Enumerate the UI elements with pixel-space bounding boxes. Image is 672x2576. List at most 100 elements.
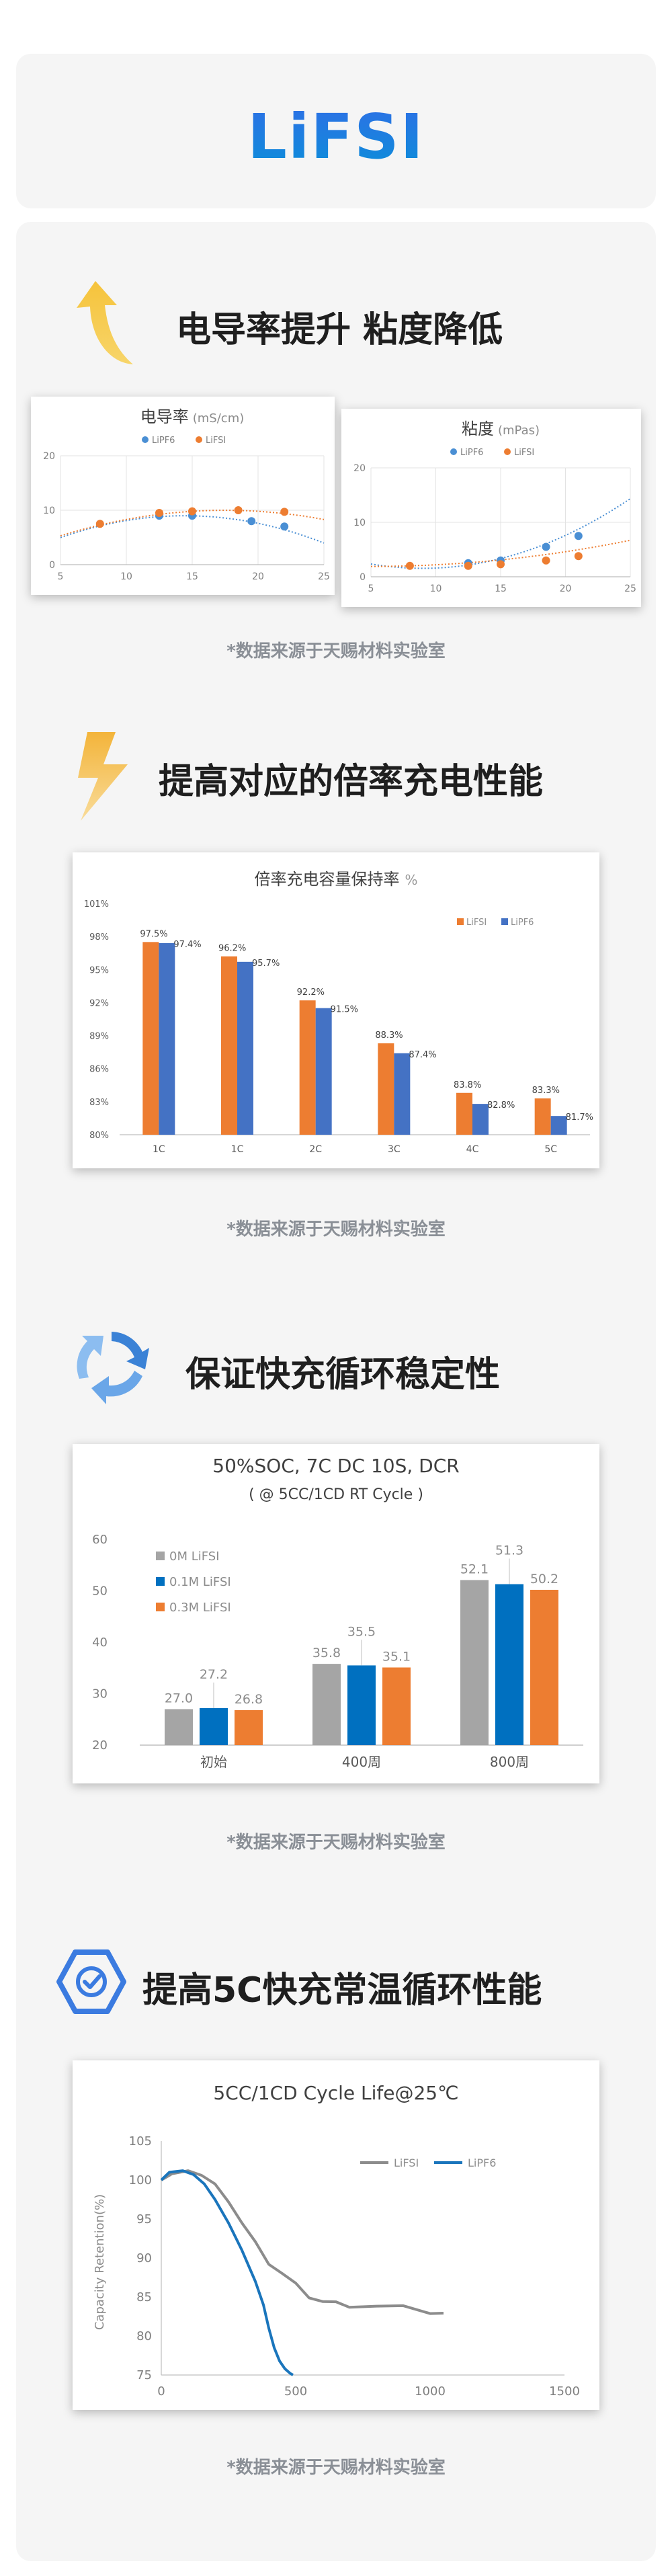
- x-tick-label: 1C: [153, 1144, 165, 1155]
- x-tick-label: 500: [284, 2384, 307, 2399]
- trend-line-lifsi: [60, 510, 325, 537]
- legend-marker-lifsi: [504, 448, 511, 455]
- x-tick-label: 5: [368, 583, 374, 594]
- bar: [200, 1707, 228, 1745]
- data-label: 97.5%: [140, 929, 167, 939]
- data-label: 35.1: [382, 1649, 411, 1664]
- y-tick-label: 105: [129, 2134, 152, 2148]
- y-tick-label: 95%: [89, 965, 109, 975]
- y-tick-label: 20: [353, 463, 366, 474]
- data-label: 83.8%: [454, 1080, 481, 1090]
- section-title-conductivity: 电导率提升 粘度降低: [176, 310, 503, 350]
- chart-subtitle: ( @ 5CC/1CD RT Cycle ): [249, 1486, 423, 1503]
- x-tick-label: 15: [495, 583, 507, 594]
- y-tick-label: 50: [92, 1584, 108, 1599]
- section-title-cycle-stability: 保证快充循环稳定性: [185, 1355, 501, 1395]
- bar: [530, 1589, 558, 1745]
- chart-title: 电导率 (mS/cm): [140, 407, 245, 426]
- legend-label-lipf6: LiPF6: [152, 436, 175, 446]
- data-label: 27.2: [200, 1667, 228, 1682]
- recycle-arrows-icon: [77, 1332, 149, 1404]
- data-point-lifsi: [464, 561, 472, 570]
- bar-lifsi: [142, 942, 159, 1135]
- cycle-life-chart-frame: 5CC/1CD Cycle Life@25℃ 75 80 85 90 95 100 105 0 5…: [73, 2060, 599, 2410]
- x-tick-label: 5C: [544, 1144, 557, 1155]
- x-tick-label: 800周: [490, 1754, 529, 1770]
- bar-lipf6: [237, 961, 253, 1135]
- y-tick-label: 10: [353, 518, 366, 528]
- data-label: 50.2: [530, 1572, 558, 1586]
- data-point-lifsi: [497, 560, 505, 569]
- x-tick-label: 初始: [200, 1754, 227, 1770]
- source-note: *数据来源于天赐材料实验室: [226, 1833, 446, 1853]
- y-tick-label: 20: [43, 451, 55, 462]
- legend-marker-lifsi: [457, 918, 464, 925]
- legend-label: 0.1M LiFSI: [169, 1575, 231, 1589]
- y-tick-label: 86%: [89, 1065, 109, 1075]
- bar: [460, 1580, 489, 1745]
- data-label: 82.8%: [487, 1100, 515, 1111]
- y-tick-label: 80: [136, 2329, 152, 2343]
- section-title-5c-cycle: 提高5C快充常温循环性能: [142, 1970, 542, 2011]
- viscosity-chart: 5 10 15 20 25 0 10 20 粘度 (mPas) LiPF6 LiFSI: [353, 419, 636, 594]
- data-point-lifsi: [155, 509, 163, 518]
- data-point-lipf6: [574, 532, 583, 540]
- chart-title: 50%SOC, 7C DC 10S, DCR: [212, 1455, 459, 1477]
- y-tick-label: 40: [92, 1636, 108, 1650]
- y-tick-label: 0: [360, 572, 366, 583]
- legend-label: 0M LiFSI: [169, 1549, 220, 1564]
- legend-label: 0.3M LiFSI: [169, 1601, 231, 1615]
- bar: [235, 1709, 263, 1745]
- hero-card: LiFSI: [16, 54, 656, 208]
- legend-label-lipf6: LiPF6: [460, 448, 483, 458]
- bar-lifsi: [221, 956, 237, 1135]
- data-point-lipf6: [542, 542, 550, 551]
- legend-marker-lipf6: [450, 448, 457, 455]
- data-label: 87.4%: [409, 1050, 436, 1060]
- y-tick-label: 0: [49, 560, 55, 571]
- data-label: 91.5%: [331, 1005, 358, 1015]
- y-tick-label: 92%: [89, 998, 109, 1008]
- x-tick-label: 1000: [415, 2384, 446, 2399]
- data-point-lifsi: [574, 552, 583, 561]
- conductivity-chart: 5 10 15 20 25 0 10 20 电导率 (mS/cm) LiPF6 LiFSI: [43, 407, 330, 582]
- chart-title: 5CC/1CD Cycle Life@25℃: [213, 2082, 458, 2104]
- y-tick-label: 20: [92, 1738, 108, 1753]
- x-tick-label: 0: [157, 2384, 165, 2399]
- bar: [165, 1709, 193, 1745]
- x-tick-label: 20: [252, 571, 264, 582]
- dcr-chart: 50%SOC, 7C DC 10S, DCR ( @ 5CC/1CD RT Cyc…: [92, 1455, 583, 1770]
- legend-label-lifsi: LiFSI: [514, 448, 534, 458]
- x-tick-label: 2C: [309, 1144, 322, 1155]
- legend-marker-lipf6: [501, 918, 508, 925]
- legend-marker: [156, 1552, 165, 1560]
- hero-title: LiFSI: [16, 101, 656, 173]
- y-tick-label: 83%: [89, 1098, 109, 1108]
- chart-title: 倍率充电容量保持率%: [254, 870, 417, 889]
- dcr-chart-frame: 50%SOC, 7C DC 10S, DCR ( @ 5CC/1CD RT Cyc…: [73, 1444, 599, 1783]
- data-point-lifsi: [542, 556, 550, 565]
- y-tick-label: 75: [136, 2368, 152, 2382]
- chart-title: 粘度 (mPas): [462, 419, 540, 438]
- bar-lipf6: [315, 1008, 332, 1135]
- x-tick-label: 25: [624, 583, 636, 594]
- data-point-lifsi: [405, 561, 414, 570]
- source-note: *数据来源于天赐材料实验室: [226, 2458, 446, 2478]
- bar-lipf6: [550, 1116, 567, 1135]
- x-tick-label: 10: [120, 571, 132, 582]
- data-label: 51.3: [495, 1543, 523, 1558]
- bar-lipf6: [472, 1104, 489, 1135]
- series-line-lifsi: [160, 2169, 444, 2315]
- arrow-up-icon: [77, 281, 133, 364]
- x-tick-label: 20: [560, 583, 572, 594]
- bar: [495, 1584, 523, 1745]
- legend-marker-lipf6: [142, 436, 149, 443]
- data-label: 96.2%: [218, 944, 246, 954]
- bar-lifsi: [299, 1000, 316, 1135]
- data-label: 27.0: [165, 1691, 193, 1705]
- data-point-lifsi: [280, 508, 289, 516]
- data-label: 35.5: [347, 1624, 376, 1639]
- y-tick-label: 98%: [89, 932, 109, 942]
- data-point-lipf6: [247, 517, 256, 526]
